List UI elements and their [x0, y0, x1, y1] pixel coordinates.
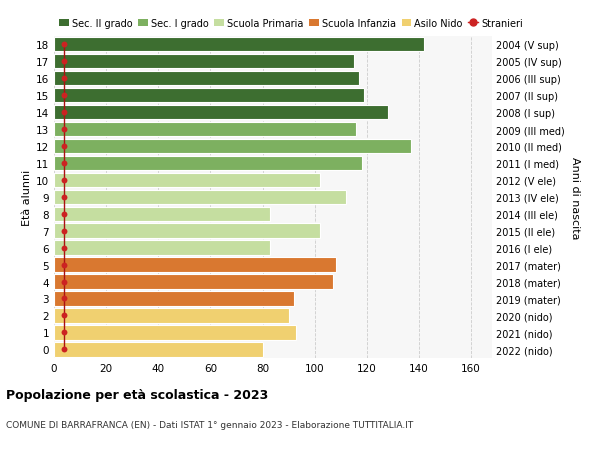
Point: [59, 312, 69, 319]
Point: [59, 177, 69, 184]
Text: COMUNE DI BARRAFRANCA (EN) - Dati ISTAT 1° gennaio 2023 - Elaborazione TUTTITALI: COMUNE DI BARRAFRANCA (EN) - Dati ISTAT …: [6, 420, 413, 429]
Point: [59, 41, 69, 49]
Y-axis label: Anni di nascita: Anni di nascita: [571, 156, 580, 239]
Bar: [54, 275, 333, 289]
Point: [59, 143, 69, 150]
Bar: [54, 106, 388, 120]
Point: [59, 329, 69, 336]
Bar: [54, 190, 346, 205]
Point: [59, 261, 69, 269]
Point: [59, 194, 69, 201]
Point: [59, 75, 69, 83]
Point: [59, 295, 69, 302]
Bar: [54, 241, 271, 255]
Point: [59, 245, 69, 252]
Point: [59, 109, 69, 117]
Bar: [54, 173, 320, 188]
Bar: [54, 308, 289, 323]
Bar: [54, 258, 335, 272]
Legend: Sec. II grado, Sec. I grado, Scuola Primaria, Scuola Infanzia, Asilo Nido, Stran: Sec. II grado, Sec. I grado, Scuola Prim…: [59, 19, 523, 28]
Point: [59, 92, 69, 100]
Bar: [54, 291, 294, 306]
Point: [59, 160, 69, 167]
Point: [59, 126, 69, 134]
Bar: [54, 38, 424, 52]
Text: Popolazione per età scolastica - 2023: Popolazione per età scolastica - 2023: [6, 388, 268, 401]
Bar: [54, 157, 362, 171]
Bar: [54, 325, 296, 340]
Point: [59, 228, 69, 235]
Point: [59, 346, 69, 353]
Bar: [54, 123, 356, 137]
Y-axis label: Età alunni: Età alunni: [22, 169, 32, 225]
Bar: [54, 342, 263, 357]
Point: [59, 58, 69, 66]
Point: [59, 211, 69, 218]
Bar: [54, 207, 271, 221]
Bar: [54, 89, 364, 103]
Bar: [54, 140, 411, 154]
Point: [59, 278, 69, 285]
Bar: [54, 72, 359, 86]
Bar: [54, 55, 354, 69]
Bar: [54, 224, 320, 238]
